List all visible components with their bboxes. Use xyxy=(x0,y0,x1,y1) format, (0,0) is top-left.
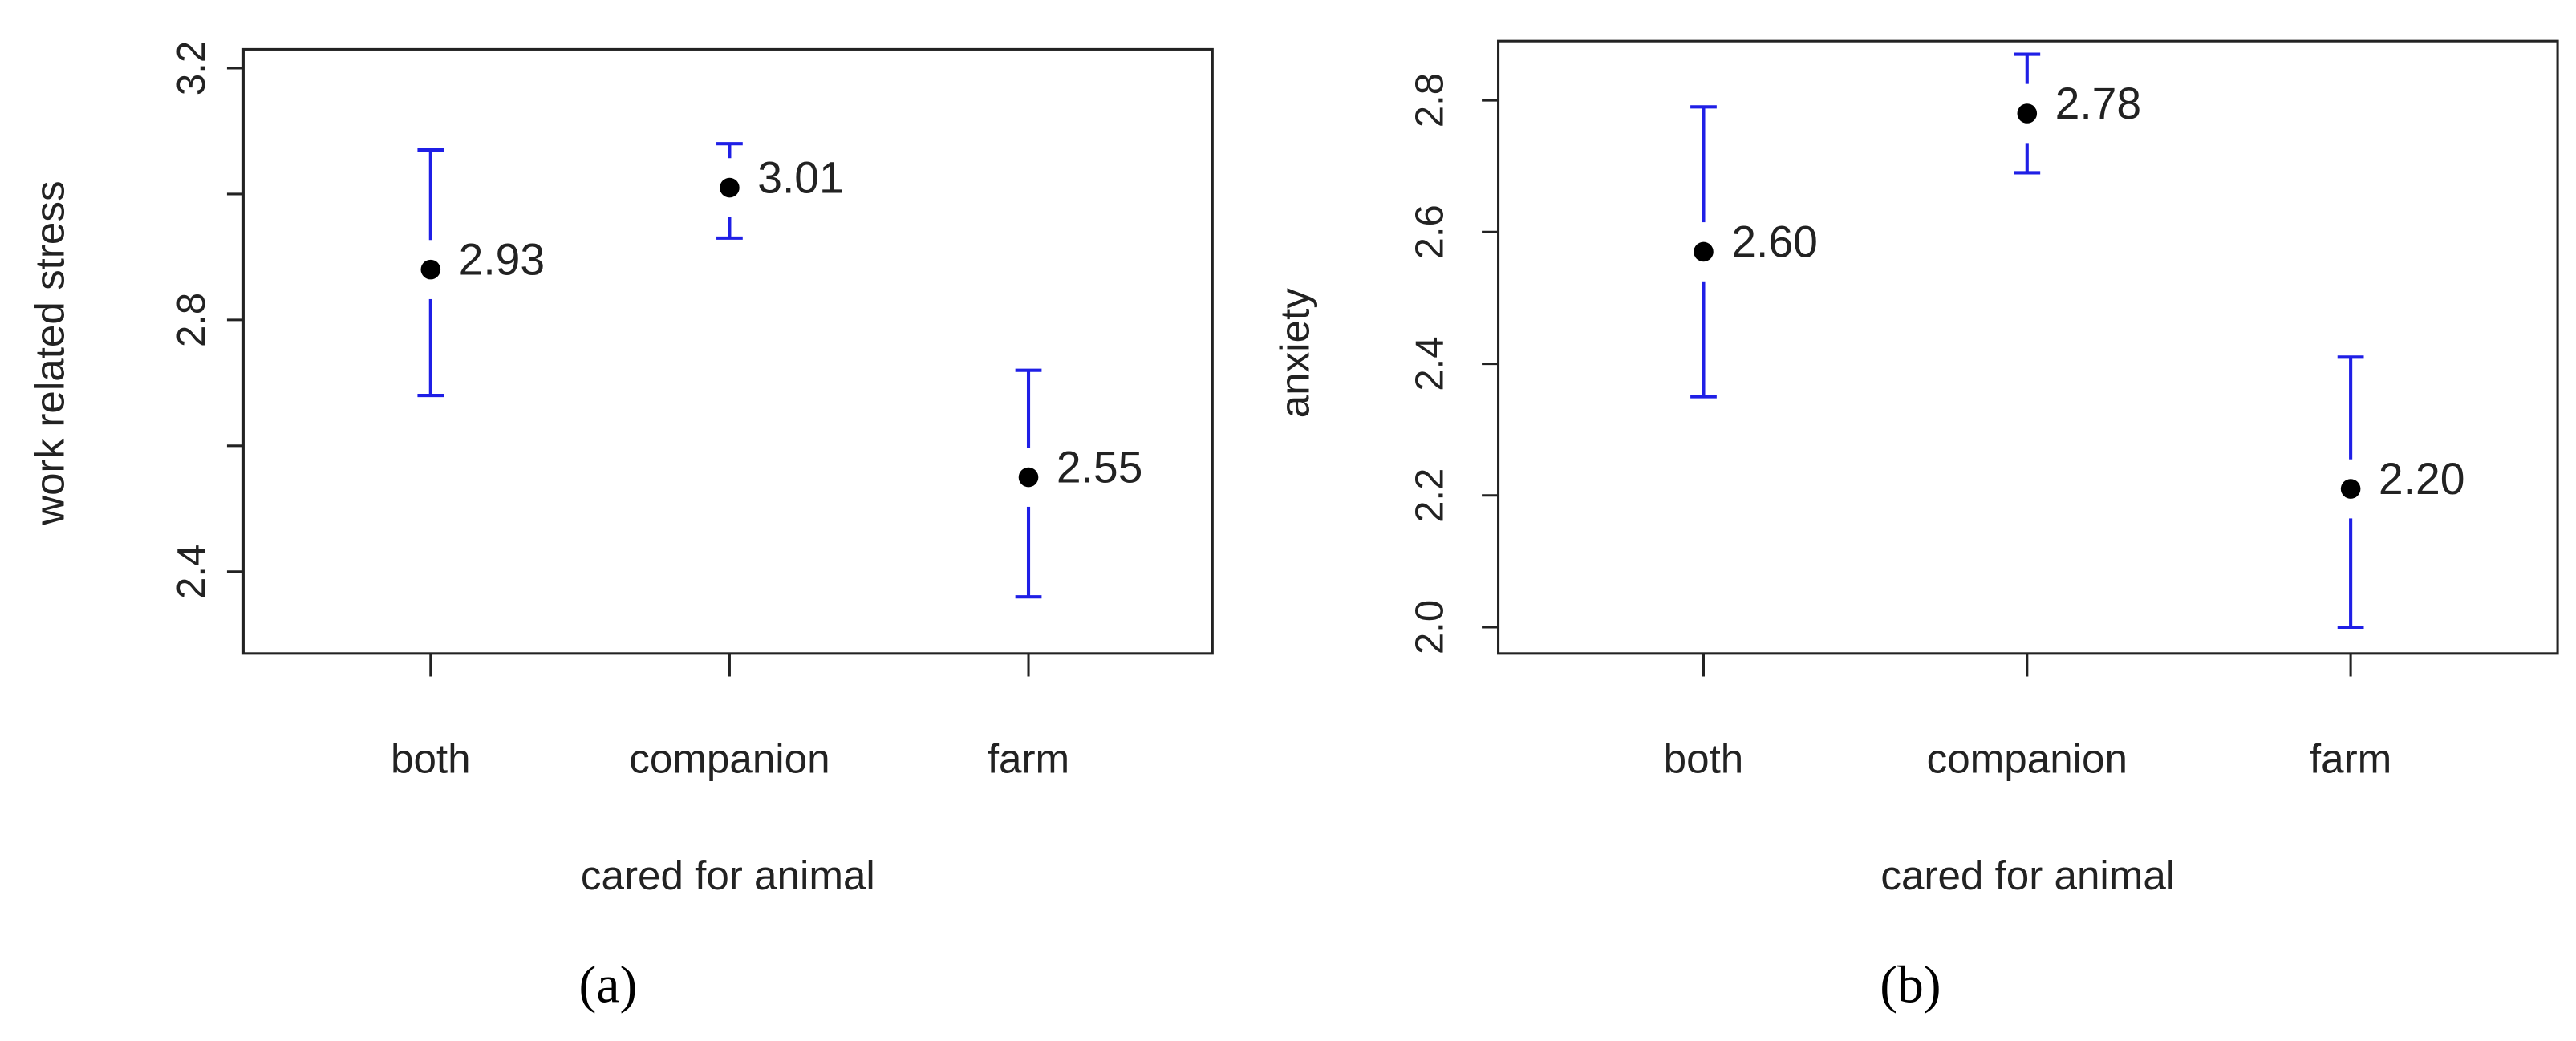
y-axis-label: work related stress xyxy=(26,180,72,525)
point xyxy=(420,259,441,280)
x-tick-label: companion xyxy=(629,735,830,781)
point xyxy=(1694,241,1714,262)
x-tick-label: both xyxy=(1664,735,1744,781)
value-annotation: 2.78 xyxy=(2055,79,2142,128)
y-tick-label: 2.0 xyxy=(1409,600,1452,654)
point xyxy=(2340,479,2361,499)
value-annotation: 2.55 xyxy=(1057,442,1143,492)
x-tick-label: farm xyxy=(2310,735,2391,781)
y-tick-label: 2.4 xyxy=(170,545,213,599)
y-axis-label: anxiety xyxy=(1272,288,1317,419)
value-annotation: 2.60 xyxy=(1731,217,1818,266)
y-tick-label: 2.6 xyxy=(1409,205,1452,259)
point xyxy=(2017,103,2038,124)
x-tick-label: farm xyxy=(988,735,1069,781)
value-annotation: 2.93 xyxy=(459,235,546,285)
panel-label: (b) xyxy=(1880,957,1941,1015)
x-tick-label: companion xyxy=(1927,735,2128,781)
x-tick-label: both xyxy=(391,735,471,781)
y-tick-label: 2.4 xyxy=(1409,336,1452,391)
x-axis-label: cared for animal xyxy=(1880,853,2175,898)
x-axis-label: cared for animal xyxy=(581,853,875,898)
panel-label: (a) xyxy=(579,957,638,1015)
y-tick-label: 2.2 xyxy=(1409,468,1452,523)
value-annotation: 2.20 xyxy=(2379,454,2465,504)
value-annotation: 3.01 xyxy=(757,152,844,202)
point xyxy=(1018,467,1039,488)
plot-frame xyxy=(241,47,1214,655)
y-tick-label: 2.8 xyxy=(170,293,213,347)
y-tick-label: 3.2 xyxy=(170,41,213,95)
point xyxy=(720,177,740,198)
y-tick-label: 2.8 xyxy=(1409,73,1452,128)
